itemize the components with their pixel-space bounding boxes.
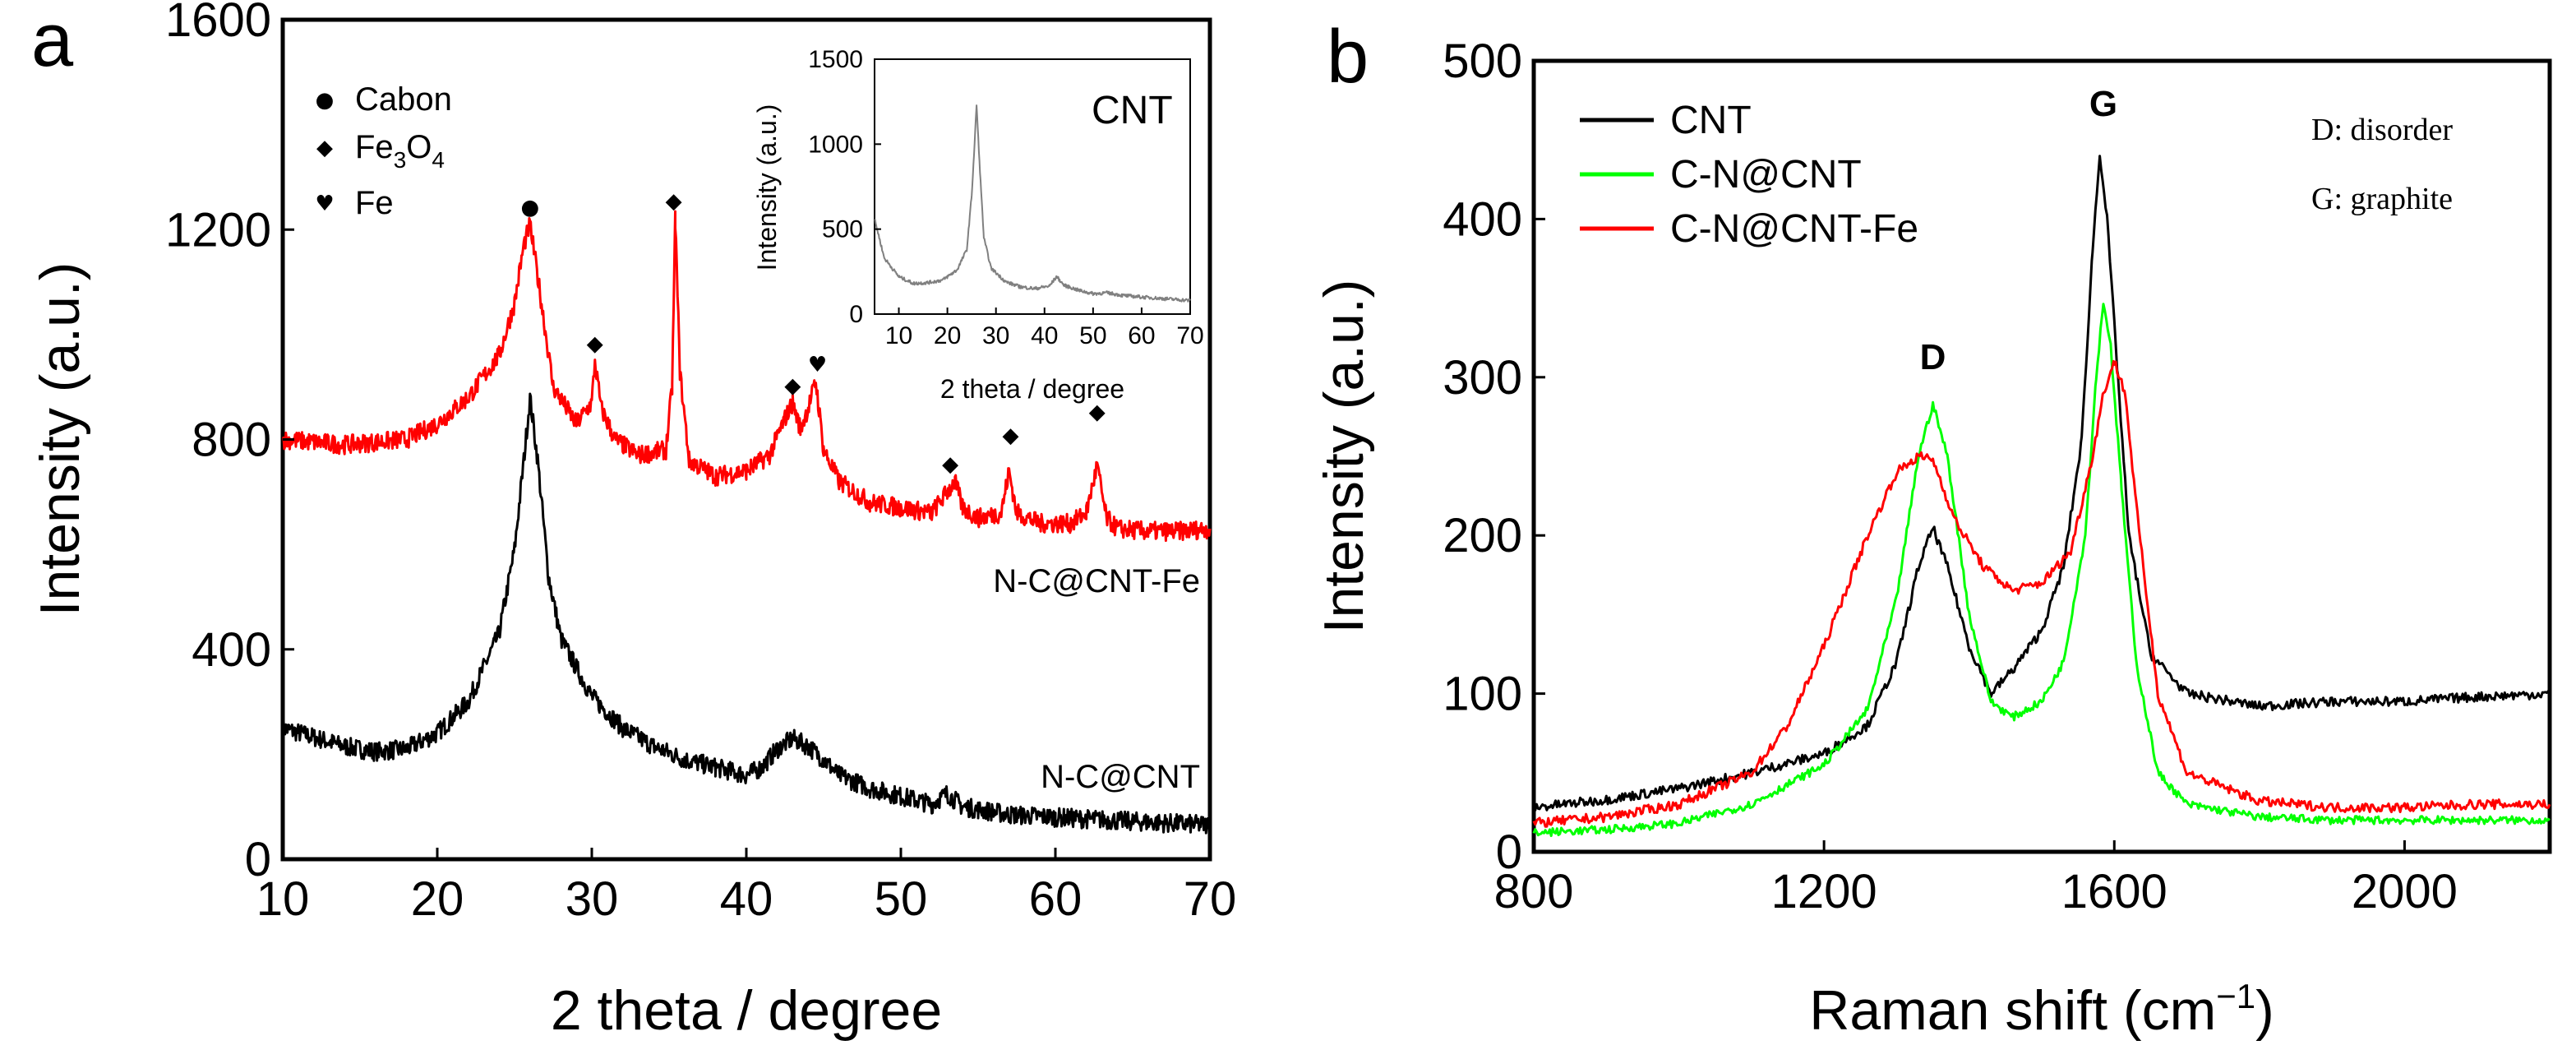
series-label-ncnt: N-C@CNT [1041, 759, 1200, 795]
panel-b-series-group [1532, 155, 2551, 838]
panel-b-x-tick-label: 2000 [2352, 865, 2458, 918]
inset-x-tick-label: 30 [982, 322, 1009, 349]
inset-x-tick-label: 70 [1176, 322, 1203, 349]
panel-b-y-tick-label: 0 [1496, 825, 1522, 879]
inset-x-tick-label: 60 [1128, 322, 1155, 349]
peak-label-d: D [1920, 337, 1946, 377]
panel-a-y-tick-label: 1200 [165, 203, 271, 257]
inset-x-tick-label: 20 [934, 322, 961, 349]
legend-fe3o4-symbol: ◆ [316, 136, 333, 160]
inset-x-axis-label: 2 theta / degree [940, 374, 1124, 404]
panel-b-y-tick-label: 500 [1443, 35, 1522, 88]
panel-a-y-axis-label: Intensity (a.u.) [29, 262, 91, 617]
panel-b-y-tick-label: 300 [1443, 351, 1522, 405]
peak-marker-fe3o4: ◆ [784, 373, 801, 398]
panel-a-letter: a [31, 0, 74, 82]
peak-marker-fe3o4: ◆ [1002, 423, 1018, 448]
panel-a-x-axis-label: 2 theta / degree [551, 979, 942, 1042]
note-graphite: G: graphite [2311, 182, 2453, 216]
raman-line-cnt [1532, 155, 2551, 812]
panel-a-y-tick-label: 0 [245, 833, 271, 886]
panel-b: b 800 1200 1600 2000 0 100 200 300 400 500 Raman… [1313, 15, 2552, 1042]
note-disorder: D: disorder [2311, 113, 2453, 147]
peak-marker-fe3o4: ◆ [666, 189, 682, 214]
panel-a-legend: ● Cabon ◆ Fe3O4 ♥ Fe [315, 81, 452, 221]
legend-label-cn-cnt-fe: C-N@CNT-Fe [1670, 207, 1918, 251]
panel-a-peak-markers: ● ◆ ◆ ◆ ♥ ◆ ◆ ◆ [520, 189, 1105, 477]
inset-x-tick-label: 50 [1079, 322, 1106, 349]
panel-a-y-tick-label: 400 [192, 623, 271, 677]
raman-line-c-n-cnt [1532, 303, 2551, 838]
inset-y-ticks: 0 500 1000 1500 [808, 46, 881, 328]
panel-a-y-tick-label: 1600 [165, 0, 271, 47]
inset-cnt: 10 20 30 40 50 60 70 0 500 1000 1500 CNT 2 theta … [752, 46, 1204, 404]
peak-marker-fe3o4: ◆ [942, 452, 958, 477]
inset-title: CNT [1092, 89, 1173, 132]
legend-carbon-label: Cabon [355, 81, 452, 118]
panel-a-x-tick-label: 10 [256, 872, 310, 926]
peak-marker-fe: ♥ [808, 353, 827, 377]
panel-a-x-tick-label: 30 [566, 872, 619, 926]
xrd-line-n-c-cnt-fe [282, 210, 1212, 542]
inset-frame [874, 58, 1191, 315]
raman-line-c-n-cnt-fe [1532, 359, 2551, 828]
legend-label-cn-cnt: C-N@CNT [1670, 153, 1862, 197]
inset-y-axis-label: Intensity (a.u.) [752, 104, 782, 271]
peak-marker-cabon: ● [520, 195, 539, 220]
panel-b-y-tick-label: 400 [1443, 192, 1522, 246]
panel-b-y-tick-label: 200 [1443, 509, 1522, 562]
legend-fe3o4-label: Fe3O4 [355, 129, 445, 173]
panel-b-x-tick-label: 800 [1494, 865, 1574, 918]
legend-fe-label: Fe [355, 185, 394, 221]
panel-b-plot-frame [1531, 58, 2552, 854]
panel-b-legend: CNT C-N@CNT C-N@CNT-Fe [1580, 99, 1918, 251]
peak-marker-fe3o4: ◆ [1089, 400, 1106, 424]
panel-b-x-axis-label: Raman shift (cm−1) [1809, 977, 2274, 1042]
panel-b-letter: b [1327, 15, 1369, 99]
inset-y-tick-label: 1500 [808, 46, 863, 73]
panel-a-x-tick-label: 60 [1029, 872, 1083, 926]
inset-x-ticks: 10 20 30 40 50 60 70 [885, 308, 1204, 349]
panel-a-x-tick-label: 40 [720, 872, 773, 926]
xrd-line-n-c-cnt [281, 392, 1212, 835]
inset-line-cnt [874, 104, 1191, 303]
panel-a-y-ticks: 0 400 800 1200 1600 [165, 0, 294, 886]
inset-x-tick-label: 40 [1031, 322, 1058, 349]
peak-label-g: G [2089, 84, 2117, 124]
legend-fe-symbol: ♥ [315, 192, 334, 216]
peak-marker-fe3o4: ◆ [587, 331, 603, 356]
legend-label-cnt: CNT [1670, 99, 1752, 142]
inset-y-tick-label: 500 [822, 216, 863, 243]
panel-b-x-ticks: 800 1200 1600 2000 [1494, 840, 2458, 918]
panel-a-series-group [281, 210, 1212, 835]
inset-series-group [874, 104, 1191, 303]
legend-carbon-symbol: ● [316, 88, 335, 113]
inset-x-tick-label: 10 [885, 322, 912, 349]
inset-y-tick-label: 0 [849, 301, 863, 328]
panel-b-x-tick-label: 1600 [2061, 865, 2167, 918]
panel-a-x-tick-label: 70 [1184, 872, 1237, 926]
inset-y-tick-label: 1000 [808, 131, 863, 158]
panel-b-y-axis-label: Intensity (a.u.) [1313, 280, 1375, 634]
panel-a-x-tick-label: 20 [411, 872, 464, 926]
panel-a-y-tick-label: 800 [192, 414, 271, 467]
panel-b-x-tick-label: 1200 [1771, 865, 1877, 918]
panel-a-x-tick-label: 50 [875, 872, 928, 926]
panel-b-y-ticks: 0 100 200 300 400 500 [1443, 35, 1545, 879]
panel-b-y-tick-label: 100 [1443, 668, 1522, 721]
panel-a-x-ticks: 10 20 30 40 50 60 70 [256, 848, 1237, 926]
series-label-ncnt-fe: N-C@CNT-Fe [993, 563, 1200, 599]
